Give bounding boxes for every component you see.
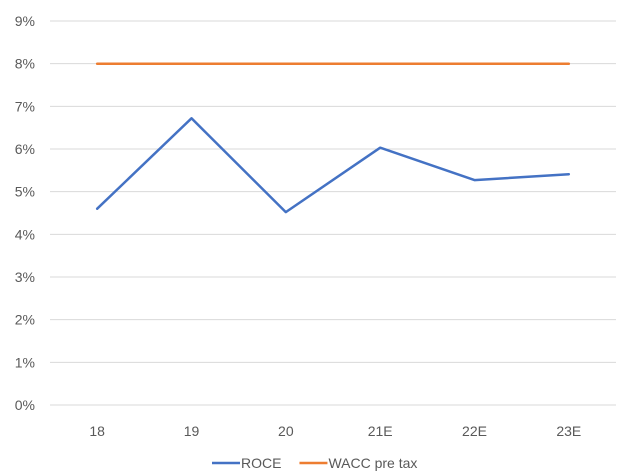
y-axis-ticks: 0% 1% 2% 3% 4% 5% 6% 7% 8% 9% (15, 13, 35, 413)
series-lines (95, 62, 571, 214)
y-tick-label: 7% (15, 98, 35, 114)
legend-item: ROCE (212, 455, 281, 471)
y-tick-label: 4% (15, 226, 35, 242)
series-line-roce (95, 117, 571, 214)
x-tick-label: 20 (278, 423, 294, 439)
x-axis-ticks: 18 19 20 21E 22E 23E (89, 423, 581, 439)
x-tick-label: 21E (368, 423, 393, 439)
y-tick-label: 8% (15, 56, 35, 72)
y-tick-label: 0% (15, 397, 35, 413)
y-tick-label: 1% (15, 354, 35, 370)
x-tick-label: 22E (462, 423, 487, 439)
legend-label: WACC pre tax (328, 455, 417, 471)
y-tick-label: 2% (15, 312, 35, 328)
legend: ROCE WACC pre tax (212, 455, 417, 471)
x-tick-label: 23E (556, 423, 581, 439)
y-tick-label: 6% (15, 141, 35, 157)
y-tick-label: 3% (15, 269, 35, 285)
x-tick-label: 19 (184, 423, 200, 439)
y-tick-label: 5% (15, 184, 35, 200)
y-tick-label: 9% (15, 13, 35, 29)
x-tick-label: 18 (89, 423, 105, 439)
legend-item: WACC pre tax (299, 455, 417, 471)
legend-label: ROCE (241, 455, 281, 471)
gridlines (50, 20, 616, 406)
